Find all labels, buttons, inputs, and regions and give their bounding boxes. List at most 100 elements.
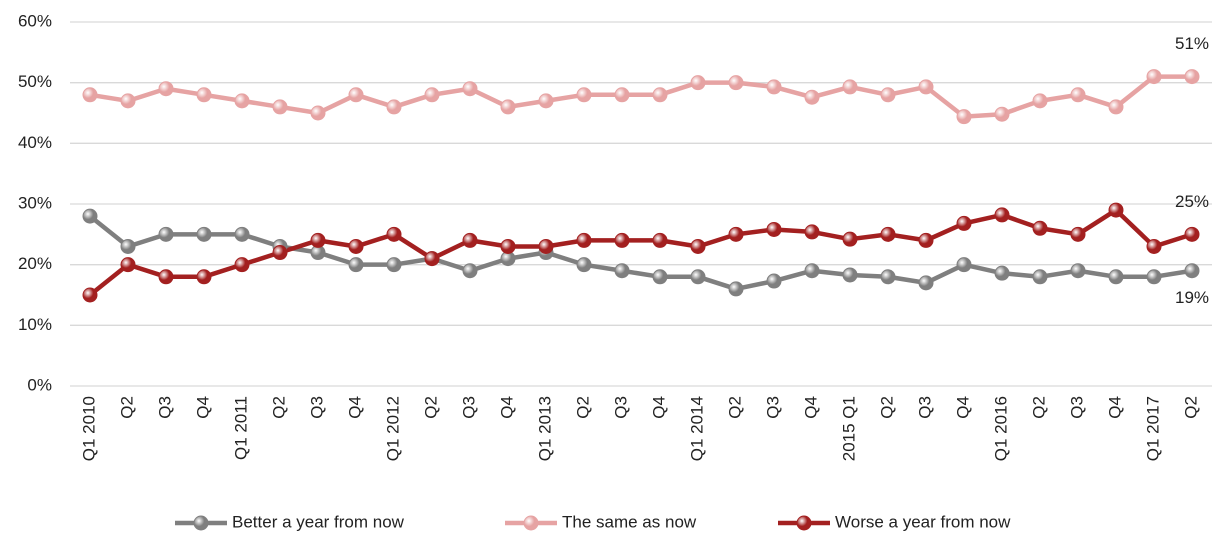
data-point (272, 99, 288, 115)
data-point (652, 269, 668, 285)
x-tick-label: Q2 (877, 396, 896, 419)
data-point (538, 93, 554, 109)
data-point (614, 263, 630, 279)
legend-marker (796, 515, 812, 531)
data-point (424, 87, 440, 103)
series-line (88, 214, 1193, 292)
x-tick-label: Q3 (611, 396, 630, 419)
x-tick-label: Q3 (155, 396, 174, 419)
data-point (1146, 238, 1162, 254)
data-point (120, 93, 136, 109)
data-point (1108, 202, 1124, 218)
x-tick-label: Q3 (763, 396, 782, 419)
data-point (652, 232, 668, 248)
x-tick-label: Q2 (725, 396, 744, 419)
data-point (690, 75, 706, 91)
data-point (918, 79, 934, 95)
data-point (690, 238, 706, 254)
y-tick-label: 0% (27, 375, 52, 394)
data-point (196, 226, 212, 242)
x-tick-label: Q1 2013 (535, 396, 554, 461)
y-tick-label: 50% (18, 72, 52, 91)
data-point (1146, 269, 1162, 285)
data-point (880, 87, 896, 103)
data-point (1032, 220, 1048, 236)
data-label: 25% (1175, 192, 1209, 211)
x-tick-label: Q2 (1029, 396, 1048, 419)
y-tick-label: 40% (18, 133, 52, 152)
legend-marker (523, 515, 539, 531)
data-point (918, 275, 934, 291)
data-point (766, 221, 782, 237)
data-point (386, 99, 402, 115)
x-tick-label: Q1 2011 (231, 396, 250, 460)
data-point (728, 75, 744, 91)
data-point (1032, 93, 1048, 109)
data-point (956, 215, 972, 231)
data-point (158, 226, 174, 242)
data-point (158, 81, 174, 97)
x-tick-label: Q3 (459, 396, 478, 419)
data-point (120, 238, 136, 254)
data-point (424, 251, 440, 267)
data-point (1070, 263, 1086, 279)
legend-label: Better a year from now (232, 512, 405, 531)
data-point (1070, 226, 1086, 242)
data-point (918, 232, 934, 248)
legend-label: Worse a year from now (835, 512, 1011, 531)
legend-marker (193, 515, 209, 531)
data-point (994, 265, 1010, 281)
x-tick-label: Q4 (497, 396, 516, 419)
data-point (728, 226, 744, 242)
x-tick-label: Q4 (801, 396, 820, 419)
data-point (614, 232, 630, 248)
data-point (348, 238, 364, 254)
data-point (842, 267, 858, 283)
data-point (766, 79, 782, 95)
data-point (196, 269, 212, 285)
data-point (196, 87, 212, 103)
data-point (956, 257, 972, 273)
y-tick-label: 20% (18, 254, 52, 273)
data-point (1070, 87, 1086, 103)
data-point (82, 87, 98, 103)
data-point (158, 269, 174, 285)
data-point (1108, 99, 1124, 115)
data-point (386, 257, 402, 273)
data-point (500, 99, 516, 115)
data-point (842, 231, 858, 247)
x-tick-label: Q4 (1105, 396, 1124, 419)
data-point (234, 257, 250, 273)
x-tick-label: Q1 2010 (79, 396, 98, 461)
x-tick-label: Q3 (1067, 396, 1086, 419)
data-label: 51% (1175, 34, 1209, 53)
data-point (842, 79, 858, 95)
x-tick-label: Q3 (915, 396, 934, 419)
data-point (1108, 269, 1124, 285)
data-point (462, 232, 478, 248)
data-point (576, 232, 592, 248)
data-point (462, 263, 478, 279)
x-tick-label: Q1 2017 (1143, 396, 1162, 461)
y-tick-label: 30% (18, 193, 52, 212)
data-point (234, 93, 250, 109)
data-point (1184, 226, 1200, 242)
x-tick-label: Q2 (421, 396, 440, 419)
x-tick-label: Q2 (573, 396, 592, 419)
data-point (500, 238, 516, 254)
x-tick-label: Q4 (953, 396, 972, 419)
x-tick-label: Q1 2012 (383, 396, 402, 461)
legend-label: The same as now (562, 512, 697, 531)
series-line (88, 207, 1193, 297)
data-point (576, 257, 592, 273)
data-point (310, 232, 326, 248)
y-tick-label: 60% (18, 11, 52, 30)
data-point (348, 87, 364, 103)
data-point (614, 87, 630, 103)
data-point (82, 287, 98, 303)
data-point (310, 105, 326, 121)
data-point (804, 89, 820, 105)
data-point (348, 257, 364, 273)
x-tick-label: Q1 2016 (991, 396, 1010, 461)
